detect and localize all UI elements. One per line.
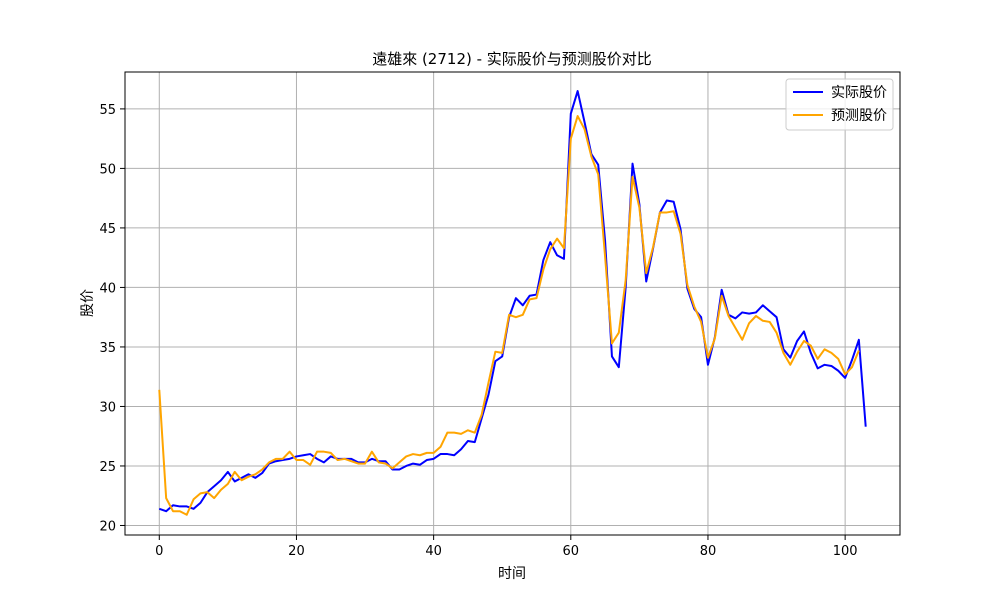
series-line-predicted: [158, 115, 860, 516]
axes: 0 20 40 60 80 100 20 25 30 35 40 45 50 55: [99, 103, 857, 559]
y-tick-label: 40: [99, 281, 116, 296]
plot-frame: [124, 71, 901, 536]
x-tick-label: 100: [833, 544, 858, 559]
x-tick-label: 0: [155, 544, 163, 559]
series-lines: [158, 90, 867, 516]
y-tick-label: 20: [99, 519, 116, 534]
y-tick-label: 55: [99, 103, 116, 118]
chart-title: 遠雄來 (2712) - 实际股价与预测股价对比: [372, 50, 652, 68]
x-tick-label: 40: [425, 544, 442, 559]
y-tick-label: 35: [99, 341, 116, 356]
series-line-actual: [158, 90, 867, 513]
legend: 实际股价 预测股价: [785, 78, 894, 131]
y-tick-label: 45: [99, 222, 116, 237]
x-tick-label: 80: [700, 544, 717, 559]
legend-label-predicted: 预测股价: [831, 108, 887, 124]
y-axis-label: 股价: [80, 289, 96, 317]
grid: [125, 72, 900, 535]
y-tick-label: 30: [99, 400, 116, 415]
x-axis-label: 时间: [498, 566, 526, 582]
y-tick-label: 50: [99, 162, 116, 177]
x-tick-label: 20: [288, 544, 305, 559]
y-tick-label: 25: [99, 460, 116, 475]
x-tick-label: 60: [563, 544, 580, 559]
legend-label-actual: 实际股价: [831, 85, 887, 101]
